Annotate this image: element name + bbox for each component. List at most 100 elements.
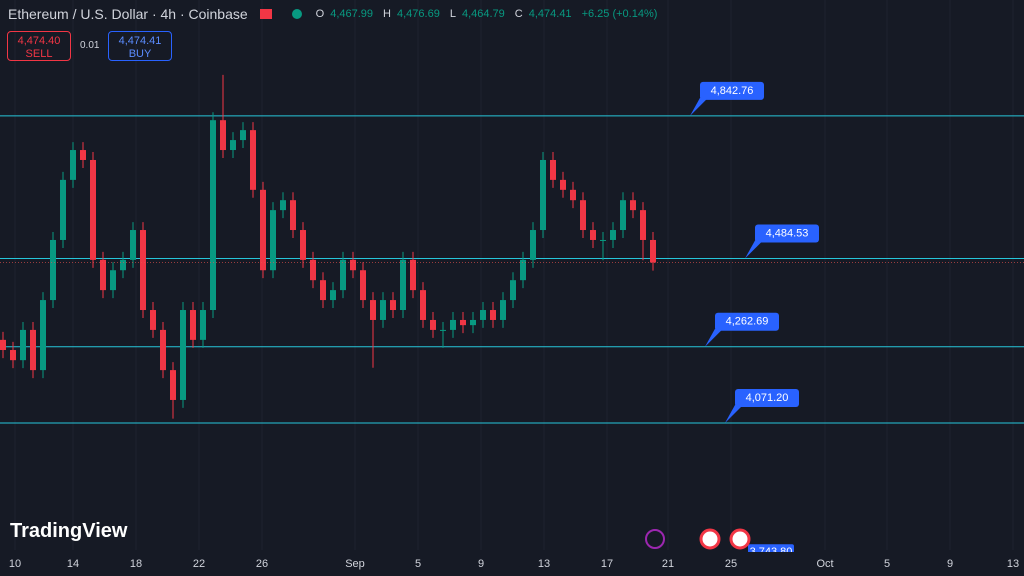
- header: Ethereum / U.S. Dollar · 4h · Coinbase O…: [8, 6, 661, 22]
- x-tick-label: 18: [130, 558, 142, 570]
- level-tag: 4,071.20: [725, 388, 799, 423]
- candle-body: [380, 300, 386, 320]
- candle-body: [330, 290, 336, 301]
- level-tag: 4,262.69: [705, 312, 779, 347]
- candle-body: [540, 159, 546, 231]
- x-tick-label: 14: [67, 558, 79, 570]
- event-icon: [699, 528, 721, 550]
- candle-body: [190, 310, 196, 340]
- candle-body: [400, 259, 406, 311]
- candle-body: [80, 150, 86, 160]
- candle-body: [90, 159, 96, 260]
- candle-body: [280, 200, 286, 211]
- candle-body: [490, 310, 496, 320]
- candle-body: [450, 319, 456, 330]
- x-tick-label: 13: [538, 558, 550, 570]
- candle-body: [350, 259, 356, 271]
- candle-body: [580, 200, 586, 231]
- candle-body: [570, 189, 576, 201]
- candle-body: [260, 189, 266, 271]
- candle-body: [520, 259, 526, 281]
- x-tick-label: 9: [478, 558, 484, 570]
- x-tick-label: 17: [601, 558, 613, 570]
- candle-body: [480, 310, 486, 320]
- candle-body: [640, 210, 646, 240]
- buy-button[interactable]: 4,474.41 BUY: [108, 31, 172, 61]
- level-label: 4,071.20: [746, 392, 789, 404]
- candle-body: [110, 270, 116, 291]
- candle-body: [600, 239, 606, 241]
- x-tick-label: 9: [947, 558, 953, 570]
- candle-body: [470, 319, 476, 326]
- candle-body: [430, 319, 436, 330]
- logo[interactable]: TradingView: [10, 520, 128, 542]
- level-tag: 4,484.53: [745, 224, 819, 259]
- candle-body: [40, 300, 46, 371]
- x-tick-label: 5: [884, 558, 890, 570]
- x-tick-label: 5: [415, 558, 421, 570]
- candle-body: [60, 179, 66, 240]
- candle-body: [560, 179, 566, 190]
- sell-price: 4,474.40: [17, 35, 61, 47]
- ohlc-value: 4,474.41: [528, 8, 572, 20]
- candle-body: [550, 159, 556, 180]
- candle-body: [530, 230, 536, 260]
- x-tick-label: 10: [9, 558, 21, 570]
- candle-body: [340, 259, 346, 291]
- ohlc-key: L: [449, 8, 456, 20]
- sell-button[interactable]: 4,474.40 SELL: [7, 31, 71, 61]
- candle-body: [460, 319, 466, 326]
- ohlc-key: O: [315, 8, 325, 20]
- candle-body: [240, 130, 246, 141]
- candle-body: [30, 329, 36, 371]
- candle-body: [10, 350, 16, 361]
- candle-body: [0, 339, 6, 351]
- flag[interactable]: [259, 9, 272, 19]
- candle-body: [70, 150, 76, 180]
- status-dot: [291, 9, 302, 19]
- candle-body: [290, 200, 296, 231]
- level-box: [755, 224, 819, 243]
- candle-body: [270, 210, 276, 271]
- x-axis: [0, 552, 1024, 576]
- candle-body: [360, 270, 366, 301]
- x-tick-label: Oct: [816, 558, 833, 570]
- candle-body: [420, 290, 426, 320]
- candle-body: [500, 300, 506, 320]
- level-box: [700, 81, 764, 100]
- sell-label: SELL: [25, 48, 53, 60]
- candle-body: [160, 329, 166, 371]
- level-pointer: [745, 240, 763, 259]
- level-pointer: [690, 97, 708, 116]
- candle-body: [150, 310, 156, 330]
- candle-body: [50, 239, 56, 301]
- candle-body: [440, 329, 446, 331]
- candle-body: [220, 120, 226, 151]
- candle-body: [610, 230, 616, 240]
- change: +6.25 (+0.14%): [581, 8, 658, 20]
- candle-body: [590, 230, 596, 240]
- level-pointer: [725, 404, 743, 423]
- candle-body: [510, 280, 516, 301]
- x-tick-label: 26: [256, 558, 268, 570]
- ohlc-key: C: [514, 8, 523, 20]
- x-tick-label: 13: [1007, 558, 1019, 570]
- candle-body: [390, 300, 396, 311]
- ohlc-value: 4,467.99: [330, 8, 374, 20]
- candle-body: [230, 140, 236, 151]
- x-tick-label: 22: [193, 558, 205, 570]
- candle-body: [180, 310, 186, 400]
- level-box: [735, 388, 799, 407]
- level-pointer: [705, 328, 723, 347]
- candle-body: [320, 280, 326, 301]
- candle-body: [210, 120, 216, 311]
- candle-body: [130, 230, 136, 260]
- symbol[interactable]: Ethereum / U.S. Dollar · 4h · Coinbase: [8, 6, 248, 22]
- spread: 0.01: [80, 40, 100, 51]
- candle-body: [140, 230, 146, 311]
- x-tick-label: Sep: [345, 558, 365, 570]
- candle-body: [300, 230, 306, 260]
- candle-body: [170, 370, 176, 400]
